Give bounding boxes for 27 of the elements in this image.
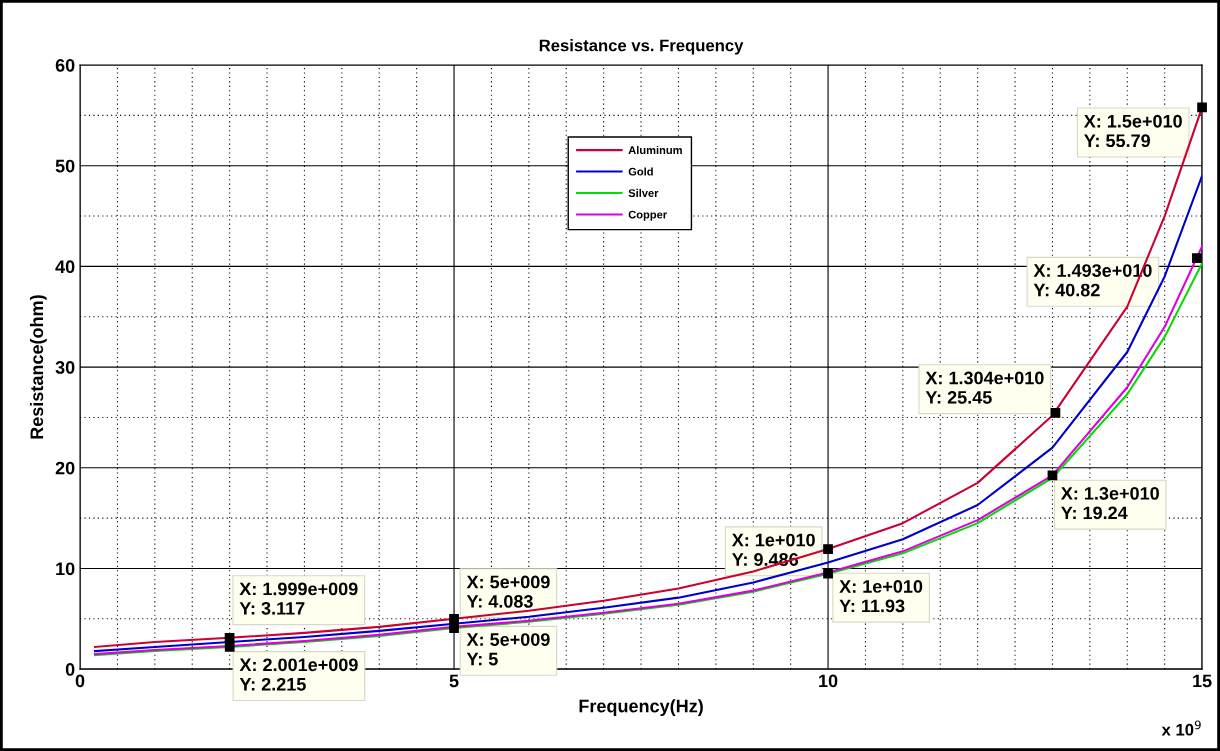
legend-label: Copper (628, 210, 667, 221)
annotation: X: 1.5e+010 Y: 55.79 (1083, 114, 1182, 148)
annotation: X: 5e+009 Y: 4.083 (466, 575, 550, 608)
annotation: X: 2.001e+009 Y: 2.215 (239, 658, 358, 691)
y-tick-label: 10 (56, 562, 75, 576)
annotation: X: 1e+010 Y: 11.93 (839, 580, 923, 613)
chart-title: Resistance vs. Frequency (539, 39, 744, 55)
legend-label: Gold (628, 167, 653, 176)
legend-label: Silver (628, 188, 659, 198)
annotation: X: 1.999e+009 Y: 3.117 (239, 582, 358, 615)
x-tick-label: 10 (819, 674, 838, 688)
annotation: X: 1.3e+010 Y: 19.24 (1060, 487, 1159, 520)
y-tick-label: 20 (55, 461, 75, 475)
text: x 10$^{9}$ (1161, 720, 1201, 736)
annotation: X: 1.304e+010 Y: 25.45 (925, 371, 1044, 404)
y-tick-label: 30 (55, 361, 75, 374)
x-tick-label: 5 (449, 674, 459, 688)
y-tick-label: 50 (55, 159, 75, 173)
annotation: X: 5e+009 Y: 5 (466, 633, 550, 666)
y-tick-label: 60 (55, 58, 75, 72)
y-axis-title: Resistance(ohm) (29, 295, 47, 439)
x-axis-title: Frequency(Hz) (579, 699, 703, 716)
y-tick-label: 0 (65, 663, 75, 676)
y-tick-label: 40 (55, 260, 75, 274)
legend-label: Aluminum (628, 145, 682, 155)
x-tick-label: 0 (75, 674, 85, 688)
x-tick-label: 15 (1193, 674, 1212, 688)
